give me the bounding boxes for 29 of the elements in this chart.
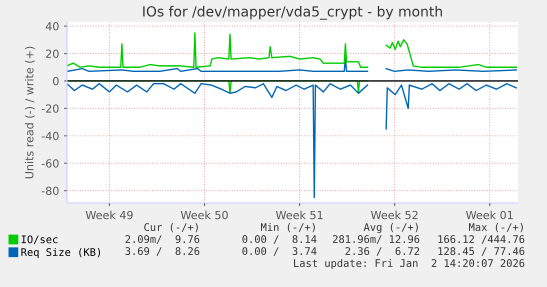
text: 281.96m/ 12.96 [332, 235, 420, 244]
y-tick-label: -60 [42, 159, 59, 168]
x-tick-label: Week 50 [180, 210, 228, 220]
text: 2.09m/ 9.76 [126, 235, 200, 244]
x-tick-label: Week 49 [86, 210, 133, 220]
text: Cur (-/+) [144, 223, 198, 232]
legend-label: IO/sec [22, 235, 58, 244]
y-tick-label: 40 [46, 22, 59, 30]
text: 166.12 /444.76 [438, 235, 524, 244]
legend-label: Req Size (KB) [21, 248, 100, 258]
chart-title: IOs for /dev/mapper/vda5_crypt - by month [143, 6, 442, 20]
y-tick-label: -20 [42, 104, 59, 113]
y-tick-label: 20 [46, 50, 59, 58]
y-tick-label: -40 [42, 132, 59, 140]
text: Max (-/+) [468, 223, 523, 232]
text: Last update: Fri Jan 2 14:20:07 2026 [294, 258, 524, 270]
text: 128.45 / 77.46 [438, 247, 524, 256]
y-axis-title: Units read (-) / write (+) [24, 46, 35, 178]
x-tick-label: Week 51 [276, 210, 323, 220]
x-tick-label: Week 52 [370, 210, 418, 220]
text: 2.36 / 6.72 [346, 247, 420, 256]
text: Avg (-/+) [364, 222, 418, 234]
y-tick-label: -80 [42, 186, 59, 196]
text: Min (-/+) [260, 222, 315, 232]
x-tick-label: Week 01 [466, 210, 513, 220]
text: 3.69 / 8.26 [125, 247, 200, 256]
text: 0.00 / 8.14 [242, 235, 317, 244]
y-tick-label: 0 [53, 76, 59, 86]
text: 0.00 / 3.74 [242, 247, 317, 256]
